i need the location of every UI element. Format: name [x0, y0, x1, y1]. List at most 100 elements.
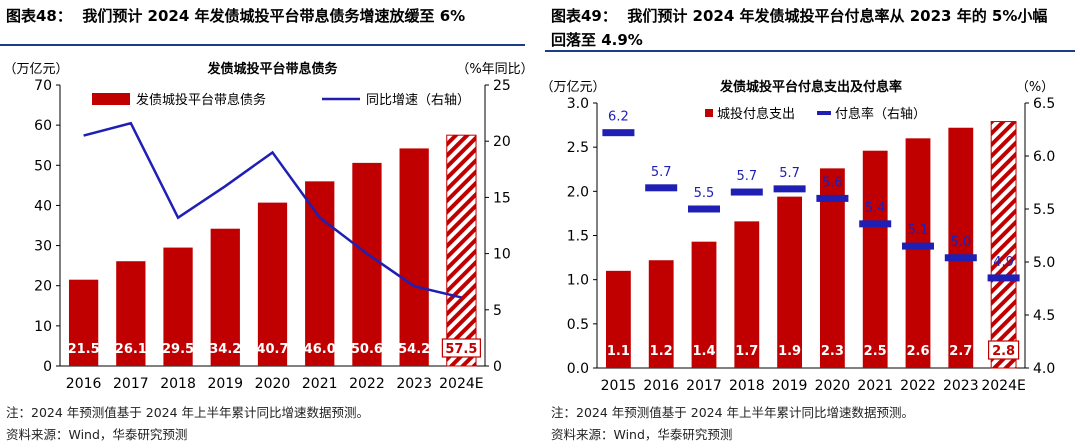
title-rule: [0, 44, 525, 46]
y-tick-label-right: 6.0: [1033, 149, 1055, 165]
bar-2016: [68, 279, 99, 366]
x-tick-label: 2020: [255, 376, 291, 392]
y-tick-label-left: 2.0: [567, 184, 589, 200]
rate-marker-2024E: [987, 274, 1020, 282]
title-rule: [545, 50, 1075, 52]
rate-value-label: 5.7: [779, 166, 800, 181]
bar-value-label: 21.5: [68, 342, 100, 357]
y-tick-label-left: 60: [34, 118, 52, 134]
y-tick-label-left: 0.5: [567, 317, 589, 333]
y-tick-label-left: 40: [34, 198, 52, 214]
bar-2023: [399, 148, 429, 366]
x-tick-label: 2016: [643, 378, 679, 394]
bar-value-label: 1.9: [778, 344, 801, 359]
legend-swatch-bar: [92, 93, 130, 105]
bar-2019: [777, 196, 803, 368]
rate-marker-2017: [688, 205, 720, 213]
legend-label-bar: 发债城投平台带息债务: [136, 92, 266, 108]
chart-source: 资料来源：Wind，华泰研究预测: [551, 427, 733, 442]
y-tick-label-left: 1.5: [567, 229, 589, 245]
y-axis-label-left: （万亿元）: [540, 80, 605, 95]
rate-marker-2020: [816, 194, 849, 202]
bar-label-box: [441, 338, 481, 358]
rate-value-label: 5.1: [908, 223, 929, 238]
rate-marker-2023: [944, 254, 977, 262]
x-tick-label: 2017: [113, 376, 149, 392]
bar-value-label: 1.4: [692, 344, 715, 359]
y-tick-label-right: 10: [493, 247, 511, 263]
bar-value-label: 1.7: [735, 344, 758, 359]
x-tick-label: 2019: [207, 376, 243, 392]
y-tick-label-right: 4.5: [1033, 308, 1055, 324]
bar-value-label: 34.2: [209, 342, 241, 357]
left-figure: 图表48： 我们预计 2024 年发债城投平台带息债务增速放缓至 6% 0 10 2…: [0, 0, 534, 448]
x-tick-label: 2024E: [981, 378, 1025, 394]
y-tick-label-left: 20: [34, 279, 52, 295]
bar-value-label: 50.6: [351, 342, 383, 357]
y-tick-label-left: 30: [34, 239, 52, 255]
y-tick-label-right: 20: [493, 134, 511, 150]
bar-2024E: [990, 121, 1017, 369]
chart-source: 资料来源：Wind，华泰研究预测: [6, 427, 188, 442]
rate-value-label: 5.7: [651, 165, 672, 180]
rate-marker-2018: [730, 188, 763, 196]
y-tick-label-left: 2.5: [567, 140, 589, 156]
y-tick-label-right: 6.5: [1033, 96, 1055, 112]
chart-note: 注：2024 年预测值基于 2024 年上半年累计同比增速数据预测。: [551, 405, 915, 420]
x-tick-label: 2023: [396, 376, 432, 392]
rate-value-label: 5.4: [865, 201, 886, 216]
bar-value-label: 1.2: [650, 344, 673, 359]
y-tick-label-left: 0.0: [567, 361, 589, 377]
bar-2017: [116, 261, 146, 366]
bar-value-label: 2.5: [864, 344, 887, 359]
bar-2017: [691, 241, 717, 368]
bar-label-box: [988, 340, 1020, 360]
legend-swatch-marker: [817, 111, 831, 115]
y-tick-label-left: 0: [43, 359, 52, 375]
x-tick-label: 2021: [302, 376, 338, 392]
bar-2024E: [446, 134, 477, 367]
rate-value-label: 6.2: [608, 110, 629, 125]
x-tick-label: 2023: [943, 378, 979, 394]
x-tick-label: 2015: [601, 378, 637, 394]
bar-value-label: 46.0: [304, 342, 336, 357]
bar-value-label: 40.7: [256, 342, 288, 357]
y-tick-label-right: 5.0: [1033, 255, 1055, 271]
y-tick-label-left: 70: [34, 78, 52, 94]
right-figure: 图表49： 我们预计 2024 年发债城投平台付息率从 2023 年的 5%小幅…: [540, 0, 1080, 448]
rate-marker-2016: [645, 184, 678, 192]
chart-title: 发债城投平台带息债务: [206, 61, 338, 77]
bar-2015: [605, 270, 631, 368]
figure-title: 图表49： 我们预计 2024 年发债城投平台付息率从 2023 年的 5%小幅…: [551, 7, 1048, 49]
bar-value-label: 2.7: [949, 344, 972, 359]
bar-value-label: 2.3: [821, 344, 844, 359]
x-tick-label: 2024E: [439, 376, 483, 392]
bar-2021: [862, 150, 888, 368]
x-tick-label: 2020: [815, 378, 851, 394]
bar-value-label: 26.1: [115, 342, 147, 357]
y-tick-label-right: 5: [493, 303, 502, 319]
rate-value-label: 5.6: [822, 175, 843, 190]
legend-swatch-bar: [705, 109, 713, 117]
x-tick-label: 2019: [772, 378, 808, 394]
rate-marker-2019: [773, 185, 806, 193]
chart-note: 注：2024 年预测值基于 2024 年上半年累计同比增速数据预测。: [6, 405, 370, 420]
x-tick-label: 2016: [66, 376, 102, 392]
bar-value-label: 54.2: [398, 342, 430, 357]
y-tick-label-right: 4.0: [1033, 361, 1055, 377]
chart-title: 发债城投平台付息支出及付息率: [719, 79, 902, 95]
y-axis-label-left: （万亿元）: [3, 62, 68, 77]
bar-value-label: 29.5: [162, 342, 194, 357]
rate-marker-2015: [602, 129, 635, 137]
x-tick-label: 2018: [729, 378, 765, 394]
rate-marker-2022: [902, 242, 934, 250]
rate-value-label: 5.5: [694, 186, 715, 201]
bar-2023: [948, 127, 974, 368]
bar-value-label: 1.1: [607, 344, 630, 359]
bar-2022: [905, 138, 931, 368]
bar-2016: [648, 260, 674, 368]
bar-2021: [305, 181, 335, 366]
rate-value-label: 4.9: [993, 255, 1014, 270]
rate-marker-2021: [859, 220, 892, 228]
legend-label-bar: 城投付息支出: [717, 106, 795, 122]
